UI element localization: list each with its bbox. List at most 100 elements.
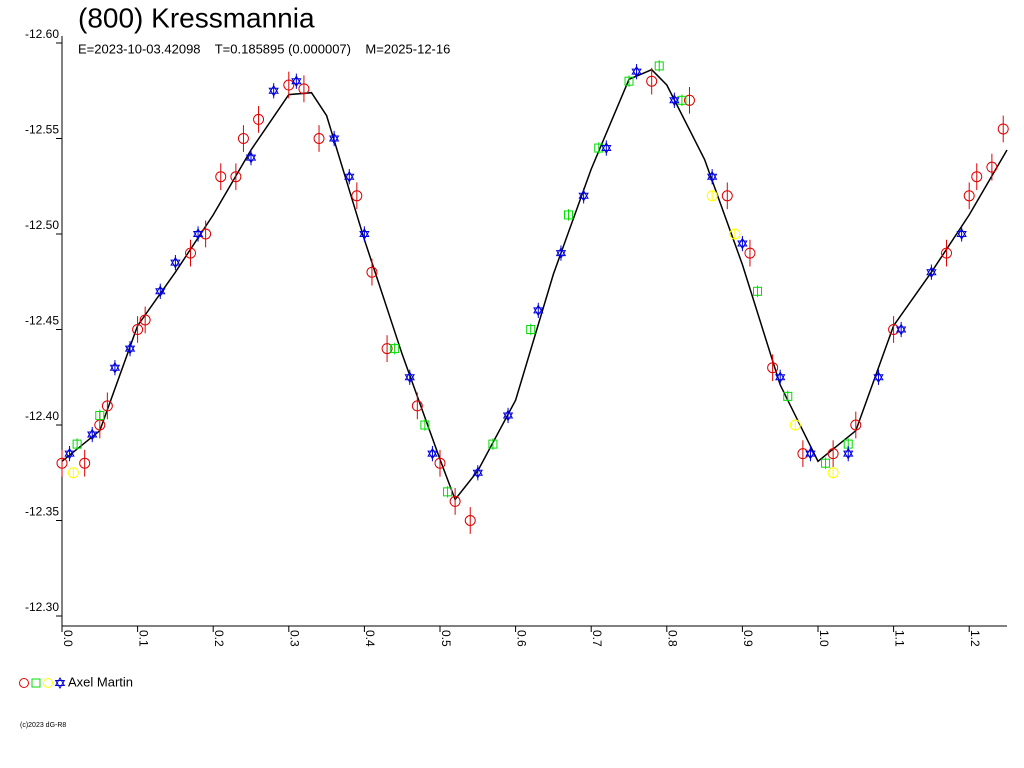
x-tick-label: 0.0	[61, 630, 75, 647]
point	[411, 400, 423, 412]
point	[328, 132, 340, 145]
point	[95, 410, 105, 420]
point	[79, 457, 91, 469]
point	[464, 515, 476, 526]
point	[850, 419, 862, 431]
point	[291, 75, 302, 88]
chart-subtitle: E=2023-10-03.42098 T=0.185895 (0.000007)…	[78, 41, 450, 56]
x-tick-label: 0.2	[212, 630, 226, 647]
footer: (c)2023 dG-R8	[20, 722, 66, 729]
x-tick-label: 0.3	[288, 630, 302, 647]
point	[449, 495, 461, 507]
point	[526, 325, 536, 334]
point	[56, 457, 68, 469]
point	[677, 95, 687, 105]
point	[215, 171, 227, 183]
point	[313, 133, 325, 144]
point	[101, 400, 113, 412]
point	[963, 190, 975, 202]
point	[64, 447, 75, 460]
point	[789, 419, 801, 431]
point	[926, 266, 937, 279]
point	[971, 171, 983, 183]
y-tick-label: -12.35	[25, 505, 59, 519]
point	[155, 285, 166, 298]
point	[533, 304, 544, 317]
x-tick-label: 1.0	[817, 630, 831, 647]
y-tick-label: -12.40	[25, 409, 59, 423]
point	[381, 343, 393, 355]
point	[253, 113, 265, 125]
legend-symbol	[19, 678, 29, 688]
point	[87, 428, 98, 441]
point	[488, 439, 498, 449]
point	[631, 65, 642, 78]
y-tick-label: -12.50	[25, 218, 59, 232]
point	[578, 189, 589, 202]
point	[805, 447, 816, 460]
point	[564, 210, 574, 220]
x-tick-label: 0.9	[741, 630, 755, 647]
fit-curve	[61, 68, 1008, 502]
point	[827, 448, 839, 460]
x-tick-label: 0.8	[666, 630, 680, 647]
point	[986, 161, 998, 173]
point	[390, 344, 400, 354]
y-tick-label: -12.45	[25, 314, 59, 328]
point	[997, 123, 1009, 135]
point	[472, 466, 483, 479]
point	[775, 371, 786, 384]
legend-symbol	[54, 676, 66, 690]
point	[721, 190, 733, 202]
x-tick-label: 1.2	[968, 630, 982, 647]
point	[895, 323, 907, 336]
point	[624, 76, 634, 86]
point	[443, 487, 453, 497]
point	[139, 314, 151, 326]
x-tick-label: 0.7	[590, 630, 604, 647]
point	[434, 457, 446, 469]
point	[72, 439, 82, 449]
point	[744, 247, 756, 259]
point	[132, 324, 144, 335]
y-tick-label: -12.30	[25, 600, 59, 614]
point	[298, 83, 310, 95]
point	[245, 151, 257, 164]
point	[185, 247, 197, 259]
point	[555, 247, 567, 260]
x-tick-label: 0.5	[439, 630, 453, 647]
point	[344, 170, 355, 183]
point	[420, 420, 430, 430]
point	[192, 227, 204, 241]
x-tick-label: 0.1	[136, 630, 150, 647]
point	[646, 75, 658, 87]
point	[109, 361, 121, 374]
point	[843, 447, 854, 460]
point	[283, 79, 295, 91]
point	[359, 227, 370, 241]
point	[706, 170, 718, 183]
point	[821, 458, 831, 468]
point	[124, 342, 136, 355]
point	[873, 371, 884, 384]
point	[767, 362, 779, 374]
point	[67, 467, 79, 479]
point	[683, 94, 695, 106]
point	[502, 409, 514, 422]
y-tick-label: -12.55	[25, 123, 59, 137]
point	[601, 142, 612, 155]
point	[669, 94, 680, 107]
point	[404, 371, 415, 384]
point	[654, 61, 664, 71]
point	[427, 447, 438, 460]
point	[827, 467, 839, 479]
x-tick-label: 1.1	[892, 630, 906, 647]
point	[783, 391, 793, 401]
point	[268, 84, 279, 97]
point	[737, 237, 748, 250]
point	[230, 171, 242, 183]
legend-symbol	[43, 678, 53, 688]
point	[753, 286, 763, 296]
